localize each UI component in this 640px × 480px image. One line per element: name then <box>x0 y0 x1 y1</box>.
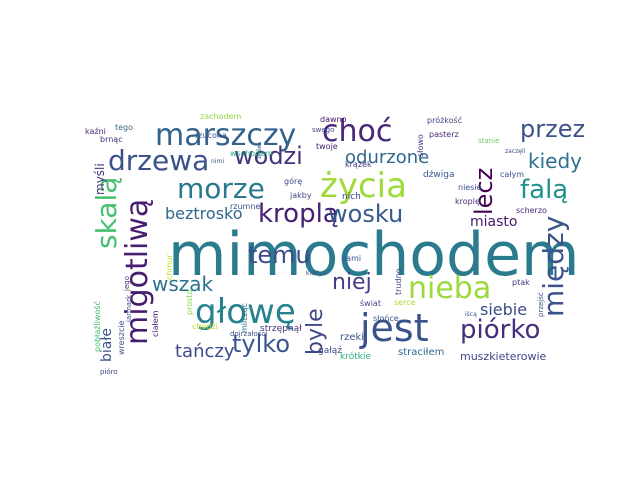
cloud-word: sami <box>342 254 362 263</box>
cloud-word: iścą <box>465 311 477 318</box>
cloud-word: głowę <box>195 292 296 332</box>
cloud-word: drzewa <box>108 144 210 177</box>
cloud-word: wodzi <box>234 142 303 170</box>
cloud-word: tego <box>115 123 134 132</box>
cloud-word: prosto <box>185 289 194 315</box>
cloud-word: rzeki <box>340 332 365 343</box>
cloud-word: nimi <box>211 158 224 165</box>
cloud-word: kroplą <box>258 199 339 229</box>
cloud-word: jego <box>123 276 131 291</box>
cloud-word: jakby <box>290 191 312 200</box>
cloud-word: gałąź <box>318 346 343 356</box>
cloud-word: próżkość <box>427 116 463 125</box>
cloud-word: chodzi <box>192 322 218 331</box>
cloud-word: wosku <box>328 200 404 228</box>
cloud-word: pasterz <box>429 130 459 139</box>
cloud-word: zachodem <box>200 112 242 121</box>
cloud-word: chmur <box>165 254 174 280</box>
cloud-word: rzumne <box>230 202 261 211</box>
cloud-word: świat <box>360 299 381 308</box>
cloud-word: brnąc <box>100 135 123 144</box>
cloud-word: milcząc <box>240 302 249 333</box>
cloud-word: krążek <box>345 160 372 169</box>
cloud-word: pióro <box>100 368 118 376</box>
cloud-word: ciałem <box>151 310 160 337</box>
cloud-word: mimochodem <box>168 220 580 290</box>
cloud-word: pobłażliwość <box>93 301 102 352</box>
cloud-word: beztrosko <box>165 204 243 223</box>
cloud-word: białe <box>99 328 115 362</box>
cloud-word: stanie <box>478 137 500 145</box>
cloud-word: dawno <box>320 115 347 124</box>
cloud-word: kaźni <box>85 127 106 136</box>
cloud-word: niej <box>332 270 372 295</box>
cloud-word: strzępnął <box>260 324 302 334</box>
cloud-word: górę <box>284 177 303 186</box>
cloud-word: przez <box>520 115 586 143</box>
cloud-word: miasto <box>470 214 518 230</box>
cloud-word: migotliwą <box>120 198 155 345</box>
cloud-word: kiedyś <box>306 270 326 277</box>
cloud-word: tylko <box>232 330 291 358</box>
cloud-word: zaczęli <box>505 148 526 155</box>
word-cloud: mimochodem jest życia głowę marszczy drzewa mo… <box>80 107 585 377</box>
cloud-word: choć <box>322 114 393 149</box>
cloud-word: nich <box>342 192 361 202</box>
cloud-word: krótkie <box>340 352 371 362</box>
cloud-word: scherzo <box>516 206 547 215</box>
cloud-word: znów <box>256 143 263 159</box>
cloud-word: rzucona <box>195 131 227 140</box>
cloud-word: serce <box>394 298 416 307</box>
cloud-word: twoje <box>316 142 338 151</box>
cloud-word: marszczy <box>155 118 297 153</box>
cloud-word: jarmark <box>125 294 133 322</box>
cloud-word: słońce <box>373 314 399 323</box>
cloud-word: siebie <box>480 300 528 319</box>
cloud-word: kroplę <box>455 197 480 206</box>
cloud-word: dźwiga <box>423 170 455 180</box>
cloud-word: temu <box>248 241 311 269</box>
cloud-word: słowo <box>416 134 425 157</box>
cloud-word: przejść <box>537 292 545 317</box>
cloud-word: niesie <box>458 183 482 192</box>
cloud-word: nieba <box>408 271 492 306</box>
cloud-word: tańczy <box>175 341 235 362</box>
cloud-word: życia <box>320 166 407 206</box>
cloud-word: morze <box>177 172 265 205</box>
cloud-word: muszkieterowie <box>460 350 547 363</box>
cloud-word: wszak <box>152 272 214 296</box>
cloud-word: wschodem <box>230 149 273 158</box>
cloud-word: odurzone <box>345 147 430 168</box>
cloud-word: jest <box>360 306 429 350</box>
cloud-word: piórko <box>460 315 541 345</box>
cloud-word: myśli <box>93 163 107 195</box>
cloud-word: całym <box>500 170 525 179</box>
cloud-word: ptak <box>512 278 530 287</box>
cloud-word: kiedy <box>528 149 582 173</box>
cloud-word: wreszcie <box>117 320 126 356</box>
cloud-word: dojrzałości <box>230 330 268 338</box>
cloud-word: straciłem <box>398 347 445 358</box>
cloud-word: trudno <box>394 268 403 295</box>
cloud-word: falą <box>520 175 569 205</box>
cloud-word: swego <box>312 126 335 134</box>
